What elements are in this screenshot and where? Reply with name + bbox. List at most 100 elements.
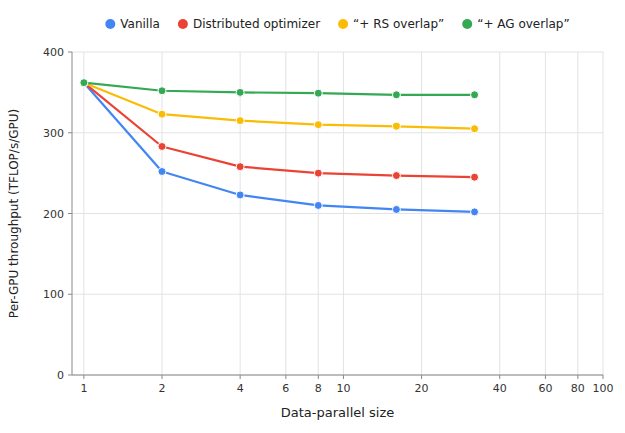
series-line xyxy=(84,83,475,129)
x-grid-line xyxy=(285,52,286,375)
series xyxy=(80,79,479,133)
legend-label: Distributed optimizer xyxy=(193,17,320,31)
x-tick-label: 6 xyxy=(282,382,289,395)
x-tick xyxy=(499,375,500,379)
series xyxy=(80,79,479,216)
point-marker xyxy=(158,110,166,118)
y-grid-line xyxy=(72,52,603,53)
x-grid-line xyxy=(545,52,546,375)
legend-swatch xyxy=(462,19,472,29)
y-grid-line xyxy=(72,213,603,214)
x-grid-line xyxy=(83,52,84,375)
x-tick-label: 60 xyxy=(538,382,552,395)
series-line xyxy=(84,83,475,212)
x-grid-line xyxy=(603,52,604,375)
point-marker xyxy=(236,163,244,171)
point-marker xyxy=(471,91,479,99)
x-tick xyxy=(162,375,163,379)
plot-data xyxy=(80,79,479,216)
x-tick-label: 4 xyxy=(237,382,244,395)
x-grid-line xyxy=(343,52,344,375)
point-marker xyxy=(392,122,400,130)
chart-container: 1 2 4 6 8 10 20 40 60 80 100 0 100 200 300 400 Data-para… xyxy=(0,0,625,433)
y-tick-label: 400 xyxy=(43,46,64,59)
x-tick xyxy=(343,375,344,379)
point-marker xyxy=(80,79,88,87)
x-axis-line xyxy=(72,375,603,376)
x-tick xyxy=(318,375,319,379)
y-tick xyxy=(68,213,72,214)
legend-item: “+ AG overlap” xyxy=(462,17,569,31)
y-grid-line xyxy=(72,132,603,133)
point-marker xyxy=(392,91,400,99)
y-tick-label: 0 xyxy=(57,369,64,382)
legend-item: Distributed optimizer xyxy=(178,17,320,31)
series xyxy=(80,79,479,181)
point-marker xyxy=(392,172,400,180)
point-marker xyxy=(314,169,322,177)
legend-label: “+ RS overlap” xyxy=(353,17,444,31)
point-marker xyxy=(314,201,322,209)
point-marker xyxy=(158,87,166,95)
chart-svg: 1 2 4 6 8 10 20 40 60 80 100 0 100 200 300 400 Data-para… xyxy=(0,0,625,433)
x-grid-line xyxy=(577,52,578,375)
legend-item: “+ RS overlap” xyxy=(338,17,444,31)
x-grid-line xyxy=(318,52,319,375)
point-marker xyxy=(236,88,244,96)
series xyxy=(80,79,479,99)
x-tick-label: 10 xyxy=(336,382,350,395)
y-tick xyxy=(68,375,72,376)
x-tick-label: 1 xyxy=(80,382,87,395)
y-tick-label: 300 xyxy=(43,127,64,140)
y-tick-label: 100 xyxy=(43,288,64,301)
y-tick xyxy=(68,52,72,53)
y-grid-line xyxy=(72,375,603,376)
y-grid-line xyxy=(72,294,603,295)
point-marker xyxy=(392,205,400,213)
point-marker xyxy=(158,168,166,176)
point-marker xyxy=(80,79,88,87)
legend-swatch xyxy=(178,19,188,29)
x-grid-line xyxy=(421,52,422,375)
legend-swatch xyxy=(105,19,115,29)
x-tick-label: 2 xyxy=(159,382,166,395)
legend-item: Vanilla xyxy=(105,17,160,31)
x-tick xyxy=(240,375,241,379)
point-marker xyxy=(314,89,322,97)
x-grid-line xyxy=(162,52,163,375)
point-marker xyxy=(471,173,479,181)
axes: 1 2 4 6 8 10 20 40 60 80 100 0 100 200 300 400 xyxy=(43,46,614,395)
legend: Vanilla Distributed optimizer “+ RS overla… xyxy=(105,17,569,31)
point-marker xyxy=(80,79,88,87)
x-axis-label: Data-parallel size xyxy=(281,405,394,420)
x-tick-label: 8 xyxy=(315,382,322,395)
x-tick xyxy=(577,375,578,379)
x-tick-label: 80 xyxy=(571,382,585,395)
point-marker xyxy=(236,117,244,125)
point-marker xyxy=(471,208,479,216)
point-marker xyxy=(471,125,479,133)
point-marker xyxy=(236,191,244,199)
series-line xyxy=(84,83,475,177)
grid xyxy=(72,52,603,375)
x-tick xyxy=(421,375,422,379)
point-marker xyxy=(158,142,166,150)
x-tick xyxy=(545,375,546,379)
x-tick-label: 20 xyxy=(415,382,429,395)
point-marker xyxy=(80,79,88,87)
x-tick xyxy=(603,375,604,379)
y-tick xyxy=(68,132,72,133)
x-tick-label: 40 xyxy=(493,382,507,395)
x-tick-label: 100 xyxy=(593,382,614,395)
y-tick xyxy=(68,294,72,295)
x-grid-line xyxy=(240,52,241,375)
x-grid-line xyxy=(499,52,500,375)
x-tick xyxy=(285,375,286,379)
legend-label: “+ AG overlap” xyxy=(477,17,569,31)
background xyxy=(0,0,625,433)
y-tick-label: 200 xyxy=(43,208,64,221)
point-marker xyxy=(314,121,322,129)
legend-label: Vanilla xyxy=(120,17,160,31)
legend-swatch xyxy=(338,19,348,29)
series-line xyxy=(84,83,475,95)
